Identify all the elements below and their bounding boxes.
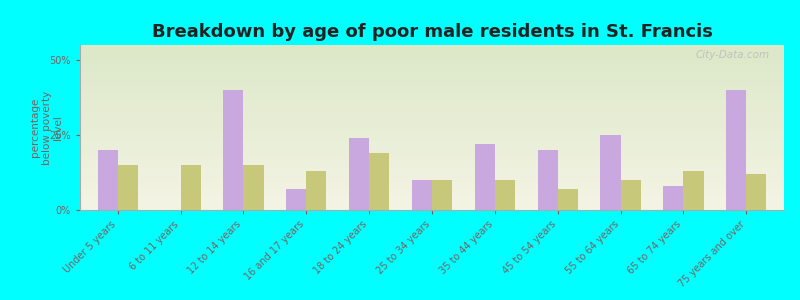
Bar xyxy=(432,180,452,210)
Bar xyxy=(474,144,495,210)
Bar xyxy=(412,180,432,210)
Title: Breakdown by age of poor male residents in St. Francis: Breakdown by age of poor male residents … xyxy=(151,23,713,41)
Y-axis label: percentage
below poverty
level: percentage below poverty level xyxy=(30,90,63,165)
Bar xyxy=(621,180,641,210)
Bar xyxy=(286,189,306,210)
Bar xyxy=(683,171,703,210)
Text: City-Data.com: City-Data.com xyxy=(696,50,770,60)
Bar xyxy=(98,150,118,210)
Bar xyxy=(663,186,683,210)
Bar xyxy=(223,90,243,210)
Bar xyxy=(558,189,578,210)
Bar xyxy=(495,180,515,210)
Bar xyxy=(601,135,621,210)
Bar xyxy=(243,165,263,210)
Bar xyxy=(349,138,369,210)
Bar xyxy=(746,174,766,210)
Bar xyxy=(181,165,201,210)
Bar xyxy=(538,150,558,210)
Bar xyxy=(118,165,138,210)
Bar xyxy=(369,153,390,210)
Bar xyxy=(726,90,746,210)
Bar xyxy=(306,171,326,210)
